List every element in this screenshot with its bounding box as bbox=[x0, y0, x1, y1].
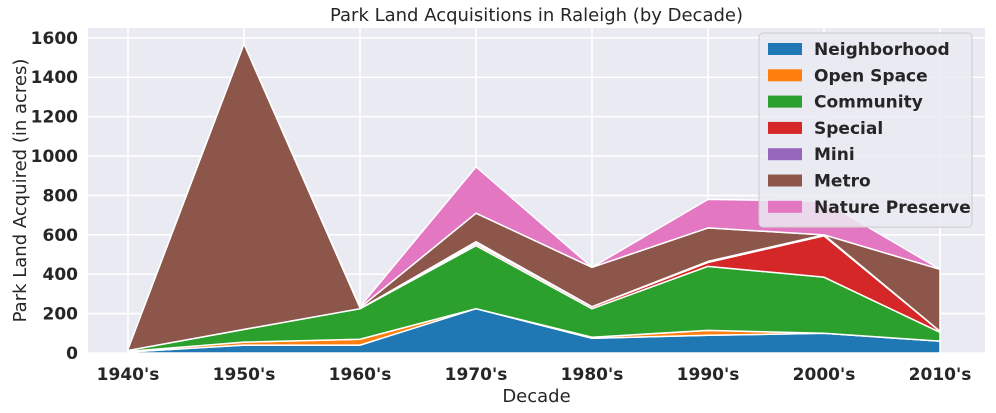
x-tick-label: 2000's bbox=[793, 365, 856, 385]
legend-label: Metro bbox=[814, 172, 871, 192]
y-tick-label: 600 bbox=[43, 226, 79, 246]
x-tick-label: 2010's bbox=[909, 365, 972, 385]
legend-label: Open Space bbox=[814, 66, 928, 86]
x-tick-label: 1940's bbox=[97, 365, 160, 385]
legend: Neighborhood Open Space Community Special Mi… bbox=[758, 32, 973, 228]
legend-label: Mini bbox=[814, 145, 855, 165]
legend-swatch bbox=[768, 95, 802, 108]
y-tick-label: 200 bbox=[43, 305, 79, 325]
area-series bbox=[127, 43, 941, 354]
y-tick-label: 0 bbox=[66, 344, 78, 364]
legend-box bbox=[758, 32, 973, 228]
x-tick-label: 1990's bbox=[677, 365, 740, 385]
legend-swatch bbox=[768, 121, 802, 134]
legend-swatch bbox=[768, 69, 802, 82]
y-tick-label: 800 bbox=[43, 186, 79, 206]
x-tick-label: 1950's bbox=[213, 365, 276, 385]
legend-label: Neighborhood bbox=[814, 40, 950, 60]
chart-title: Park Land Acquisitions in Raleigh (by De… bbox=[330, 5, 743, 26]
y-tick-label: 1200 bbox=[31, 108, 78, 128]
y-tick-label: 1600 bbox=[31, 29, 78, 49]
x-tick-label: 1970's bbox=[445, 365, 508, 385]
x-tick-label: 1960's bbox=[329, 365, 392, 385]
legend-label: Nature Preserve bbox=[814, 198, 971, 218]
y-tick-label: 400 bbox=[43, 265, 79, 285]
y-tick-label: 1400 bbox=[31, 68, 78, 88]
legend-label: Community bbox=[814, 93, 923, 113]
legend-swatch bbox=[768, 148, 802, 161]
y-tick-label: 1000 bbox=[31, 147, 78, 167]
x-axis-label: Decade bbox=[502, 386, 570, 407]
legend-swatch bbox=[768, 200, 802, 213]
legend-swatch bbox=[768, 174, 802, 187]
x-tick-label: 1980's bbox=[561, 365, 624, 385]
tick-labels: 0 200 400 600 800 1000 1200 1400 1600 1940's 1950'… bbox=[31, 29, 972, 385]
y-axis-label: Park Land Acquired (in acres) bbox=[10, 59, 31, 323]
legend-label: Special bbox=[814, 119, 883, 139]
area-nature-preserve bbox=[127, 43, 941, 350]
legend-swatch bbox=[768, 43, 802, 55]
